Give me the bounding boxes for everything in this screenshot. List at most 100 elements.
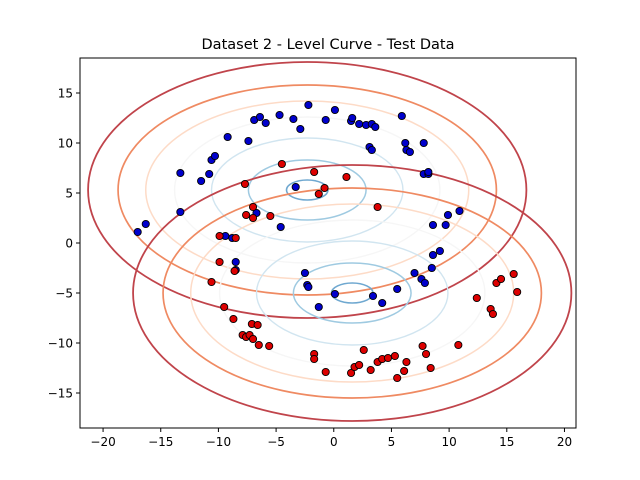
y-axis: −15 −10 −5 0 5 10 15 (48, 87, 80, 401)
point-series-1-16 (296, 124, 305, 134)
point-series-2-9 (248, 213, 258, 223)
point-series-2-41 (402, 357, 411, 367)
point-series-1-9 (223, 132, 232, 142)
point-series-2-46 (472, 293, 481, 303)
y-tick-label: 5 (65, 187, 73, 201)
point-series-2-29 (321, 367, 330, 377)
contour-layer (87, 61, 573, 422)
scatter-layer (133, 100, 522, 383)
point-series-2-2 (310, 167, 319, 177)
y-tick-label: 0 (65, 237, 73, 251)
x-tick-label: 20 (557, 435, 572, 449)
point-series-1-52 (314, 302, 323, 312)
point-series-2-30 (347, 368, 356, 378)
contour-1-level-5 (144, 100, 470, 280)
point-series-2-25 (254, 340, 263, 350)
point-series-2-38 (390, 351, 399, 361)
x-tick-label: 10 (441, 435, 456, 449)
x-tick-label: 5 (388, 435, 396, 449)
point-series-1-41 (428, 250, 438, 260)
point-series-2-32 (355, 360, 364, 370)
point-series-2-22 (253, 320, 262, 330)
point-series-2-6 (240, 179, 249, 189)
point-series-2-48 (488, 309, 497, 319)
point-series-2-12 (215, 231, 224, 241)
point-series-2-3 (342, 172, 351, 182)
point-series-1-21 (348, 113, 357, 123)
point-series-1-48 (291, 182, 300, 192)
point-series-1-12 (255, 112, 264, 122)
point-series-2-15 (230, 266, 239, 276)
point-series-1-15 (289, 114, 298, 124)
contour-2-level-3 (255, 240, 449, 346)
contour-1-level-4 (173, 116, 441, 264)
contour-2-level-6 (162, 187, 543, 399)
point-series-2-45 (454, 340, 463, 350)
point-series-1-40 (435, 246, 444, 256)
chart-title: Dataset 2 - Level Curve - Test Data (202, 37, 455, 53)
point-series-2-42 (418, 341, 427, 351)
point-series-2-37 (383, 353, 393, 363)
point-series-1-14 (275, 110, 284, 120)
point-series-1-35 (424, 167, 433, 177)
point-series-1-36 (455, 206, 464, 216)
point-series-2-40 (400, 366, 409, 376)
point-series-1-27 (367, 145, 376, 155)
point-series-2-7 (242, 210, 251, 220)
point-series-1-19 (330, 105, 339, 115)
point-series-2-18 (229, 314, 238, 324)
point-series-1-29 (401, 138, 410, 148)
point-series-2-14 (215, 257, 224, 267)
point-series-2-5 (314, 189, 323, 199)
x-tick-label: −15 (148, 435, 173, 449)
point-series-1-37 (443, 210, 453, 220)
y-tick-label: −5 (55, 287, 73, 301)
x-tick-label: −10 (206, 435, 231, 449)
contour-2-level-7 (132, 164, 573, 422)
point-series-2-17 (220, 302, 229, 312)
point-series-2-4 (320, 183, 329, 193)
point-series-2-50 (496, 274, 506, 284)
point-series-1-42 (427, 263, 436, 273)
y-tick-label: 15 (58, 87, 73, 101)
point-series-2-8 (248, 202, 258, 212)
point-series-1-55 (378, 298, 387, 308)
point-series-1-8 (210, 151, 220, 161)
point-series-1-18 (321, 115, 330, 125)
point-series-1-44 (420, 278, 429, 288)
point-series-1-2 (141, 219, 150, 229)
point-series-1-1 (133, 227, 142, 237)
point-series-2-51 (509, 269, 518, 279)
point-series-1-38 (441, 220, 450, 230)
point-series-1-47 (276, 222, 285, 232)
point-series-1-3 (176, 168, 185, 178)
point-series-1-4 (176, 207, 185, 217)
point-series-1-28 (397, 111, 406, 121)
x-tick-label: −5 (267, 435, 285, 449)
point-series-2-28 (310, 354, 319, 364)
point-series-1-39 (428, 220, 438, 230)
point-series-2-39 (393, 373, 402, 383)
y-tick-label: −15 (48, 387, 73, 401)
y-tick-label: 10 (58, 137, 73, 151)
point-series-2-16 (207, 277, 216, 287)
point-series-2-11 (373, 202, 382, 212)
contour-1-level-7 (87, 61, 528, 319)
point-series-1-10 (244, 136, 253, 146)
point-series-2-10 (266, 211, 275, 221)
x-axis: −20 −15 −10 −5 0 5 10 15 20 (90, 428, 572, 449)
point-series-1-54 (368, 291, 378, 301)
point-series-2-24 (248, 334, 258, 344)
point-series-1-45 (410, 268, 419, 278)
point-series-2-26 (265, 341, 274, 351)
point-series-2-44 (426, 363, 435, 373)
point-series-1-13 (261, 118, 270, 128)
y-tick-label: −10 (48, 337, 73, 351)
point-series-1-31 (405, 147, 414, 157)
point-series-1-49 (300, 268, 309, 278)
point-series-2-43 (421, 349, 431, 359)
point-series-1-56 (393, 284, 402, 294)
point-series-1-32 (419, 138, 428, 148)
